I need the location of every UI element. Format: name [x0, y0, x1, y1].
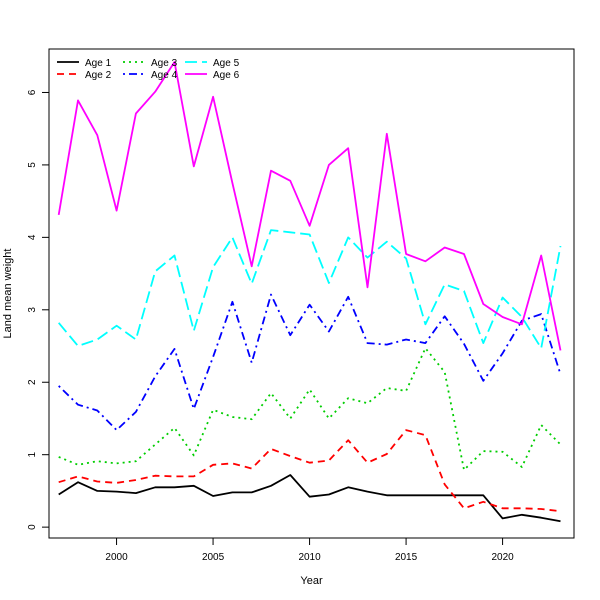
- y-axis: 0 1 2 3 4 5 6: [27, 89, 50, 530]
- x-tick-label: 2020: [491, 552, 514, 563]
- legend-label: Age 5: [213, 58, 240, 69]
- y-tick-label: 0: [27, 524, 38, 530]
- legend-label: Age 4: [151, 70, 178, 81]
- series-line-age-5: [58, 229, 562, 350]
- y-tick-label: 6: [27, 89, 38, 95]
- series-line-age-6: [57, 61, 562, 351]
- y-axis-title: Land mean weight: [2, 249, 14, 339]
- legend-label: Age 2: [85, 70, 112, 81]
- x-axis: 2000 2005 2010 2015 2020: [105, 537, 514, 563]
- series-line-age-2: [58, 429, 561, 513]
- y-tick-label: 1: [27, 451, 38, 457]
- x-axis-title: Year: [300, 575, 323, 587]
- x-tick-label: 2000: [105, 552, 128, 563]
- x-tick-label: 2010: [298, 552, 321, 563]
- y-tick-label: 4: [27, 234, 38, 240]
- y-tick-label: 2: [27, 379, 38, 385]
- legend-label: Age 3: [151, 58, 178, 69]
- legend-label: Age 6: [213, 70, 240, 81]
- series-layer: [57, 61, 562, 523]
- x-tick-label: 2015: [395, 552, 418, 563]
- x-tick-label: 2005: [202, 552, 225, 563]
- legend-label: Age 1: [85, 58, 112, 69]
- series-line-age-1: [58, 474, 561, 523]
- series-line-age-4: [58, 293, 562, 432]
- y-tick-label: 5: [27, 162, 38, 168]
- y-tick-label: 3: [27, 307, 38, 313]
